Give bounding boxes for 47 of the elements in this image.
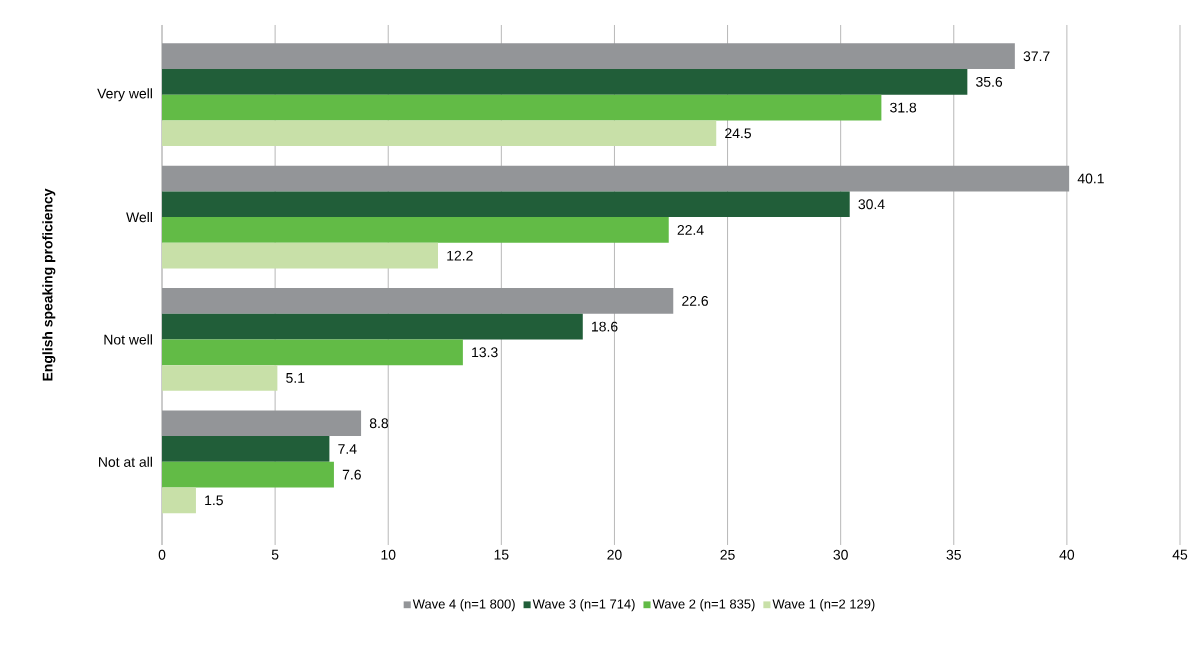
y-tick-label: Very well [97, 88, 152, 102]
data-label: 8.8 [369, 418, 389, 429]
bar [162, 69, 968, 95]
data-label: 5.1 [286, 373, 305, 383]
data-label: 22.4 [677, 225, 704, 235]
bar [162, 94, 882, 121]
bar [162, 487, 196, 514]
data-label: 22.6 [682, 295, 708, 306]
data-label: 30.4 [858, 199, 885, 210]
legend-label: Wave 2 (n=1 835) [652, 599, 755, 612]
bar [162, 339, 463, 366]
y-tick-label: Well [126, 211, 152, 223]
data-label: 18.6 [592, 321, 618, 332]
bar [162, 191, 850, 218]
data-label: 31.8 [890, 102, 917, 113]
x-tick-label: 0 [158, 549, 166, 560]
bar [162, 313, 583, 340]
data-label: 37.7 [1023, 51, 1050, 62]
bar [162, 242, 438, 269]
bar [162, 365, 278, 391]
x-tick-label: 35 [946, 549, 961, 560]
y-tick-label: Not well [104, 334, 152, 345]
data-label: 35.6 [976, 76, 1003, 87]
legend-label: Wave 3 (n=1 714) [532, 599, 635, 612]
data-label: 40.1 [1077, 173, 1104, 184]
x-tick-label: 10 [381, 549, 396, 560]
legend-label: Wave 1 (n=2 129) [772, 599, 875, 612]
bar [162, 217, 669, 243]
legend-label: Wave 4 (n=1 800) [412, 599, 515, 612]
bar [162, 461, 334, 488]
x-tick-label: 30 [833, 549, 848, 560]
x-tick-label: 5 [271, 549, 279, 560]
y-axis-title: English speaking proficiency [42, 188, 56, 381]
bar [162, 436, 330, 462]
x-tick-label: 15 [494, 549, 509, 560]
data-label: 1.5 [205, 495, 223, 506]
x-tick-label: 25 [720, 549, 735, 560]
bar [162, 120, 717, 147]
y-tick-label: Not at all [99, 456, 152, 467]
data-label: 7.6 [342, 469, 361, 480]
x-tick-label: 40 [1059, 549, 1075, 560]
data-label: 24.5 [725, 128, 751, 139]
data-label: 12.2 [447, 250, 473, 261]
x-tick-label: 20 [607, 549, 622, 560]
x-tick-label: 45 [1172, 549, 1188, 560]
data-label: 13.3 [472, 347, 498, 358]
data-label: 7.4 [338, 444, 357, 454]
